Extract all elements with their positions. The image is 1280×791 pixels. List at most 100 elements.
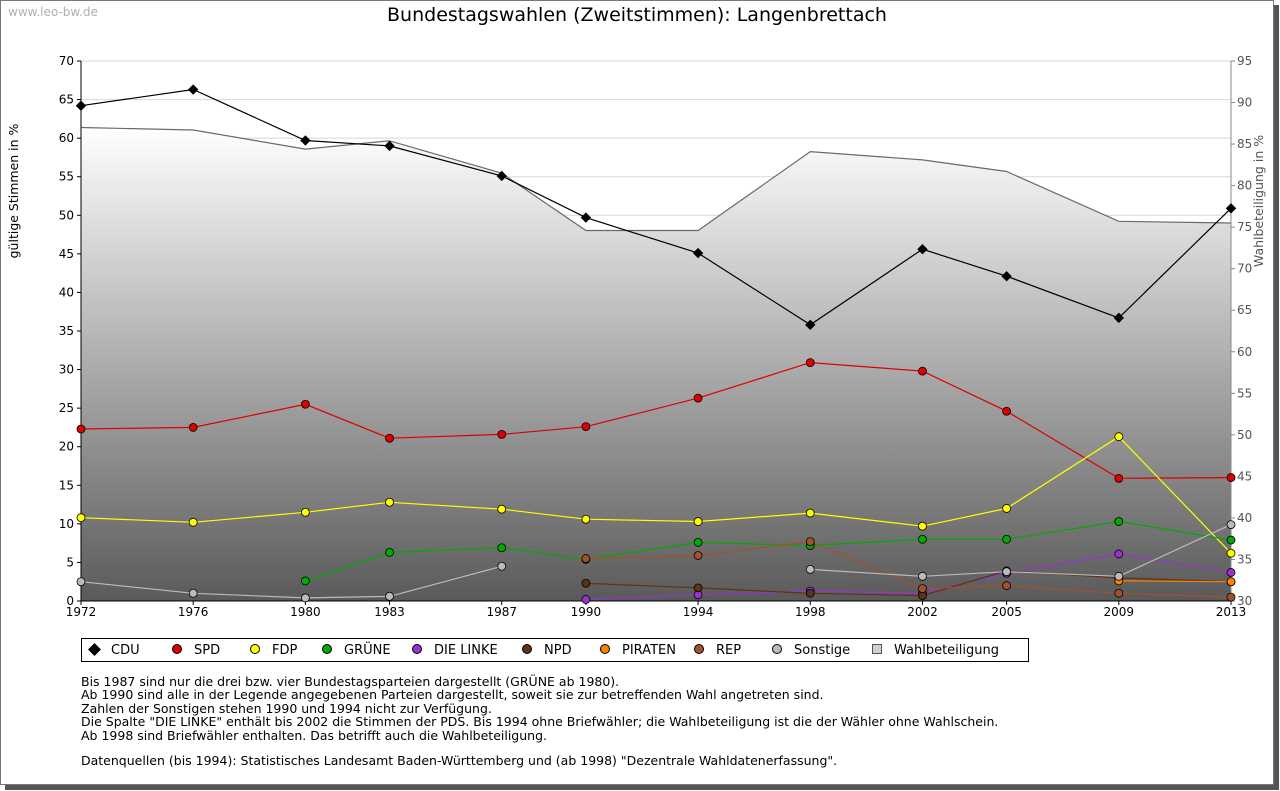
legend-marker — [250, 644, 260, 654]
data-point — [1226, 473, 1236, 482]
legend-item: REP — [694, 643, 741, 658]
notes: Bis 1987 sind nur die drei bzw. vier Bun… — [81, 675, 998, 742]
x-tick-label: 1987 — [486, 605, 517, 619]
data-point — [188, 517, 198, 527]
y-tick-label: 55 — [59, 170, 74, 184]
data-point — [918, 571, 927, 581]
legend-item: Sonstige — [772, 643, 850, 658]
legend-marker — [772, 644, 782, 654]
note-line: Bis 1987 sind nur die drei bzw. vier Bun… — [81, 674, 620, 689]
series-line-cdu — [80, 88, 1232, 326]
x-tick-label: 1980 — [290, 605, 321, 619]
legend-marker — [600, 644, 610, 654]
legend-marker — [412, 644, 422, 654]
y-tick-label: 25 — [59, 401, 74, 415]
data-point — [497, 543, 507, 553]
data-point — [1225, 203, 1237, 214]
data-point — [1226, 520, 1236, 530]
series-line-fdp — [80, 435, 1232, 554]
data-point — [1002, 534, 1012, 544]
legend-marker — [872, 644, 882, 654]
legend-label: NPD — [544, 643, 572, 658]
series-line-spd — [80, 361, 1232, 479]
data-point — [918, 366, 927, 376]
data-point — [1114, 432, 1124, 442]
data-point — [805, 588, 815, 598]
data-point — [385, 548, 394, 557]
y2-tick-label: 40 — [1237, 511, 1252, 525]
data-point — [693, 537, 703, 547]
data-point — [1226, 535, 1236, 545]
data-point — [581, 514, 591, 524]
legend-marker — [88, 643, 101, 656]
data-point — [497, 429, 507, 439]
data-point — [1226, 592, 1236, 602]
data-point — [805, 358, 815, 368]
data-point — [75, 100, 87, 111]
note-line: Die Spalte "DIE LINKE" enthält bis 2002 … — [81, 714, 999, 730]
data-point — [496, 170, 507, 182]
y2-tick-label: 30 — [1237, 594, 1252, 608]
data-point — [805, 537, 815, 546]
legend: CDU SPD FDP GRÜNE DIE LINKE NPD PIRATEN REP Sons… — [81, 638, 1029, 662]
y2-tick-label: 75 — [1237, 220, 1252, 234]
data-point — [300, 576, 310, 586]
y2-tick-label: 45 — [1237, 469, 1252, 483]
x-tick-label: 1983 — [374, 605, 405, 619]
turnout-area — [81, 127, 1231, 601]
data-point — [1001, 271, 1012, 282]
y-tick-label: 60 — [59, 131, 74, 145]
y2-tick-label: 85 — [1237, 137, 1252, 151]
data-point — [693, 551, 703, 560]
x-tick-label: 1990 — [571, 605, 602, 619]
legend-item: DIE LINKE — [412, 643, 498, 658]
data-point — [693, 583, 703, 593]
data-point — [693, 517, 703, 526]
data-point — [1002, 504, 1012, 513]
data-point — [1114, 517, 1124, 526]
legend-label: REP — [716, 643, 742, 658]
data-point — [385, 591, 394, 601]
data-point — [580, 212, 592, 223]
data-point — [1002, 406, 1012, 416]
turnout-line — [80, 126, 1232, 232]
y-tick-label: 40 — [59, 285, 74, 299]
chart-title: Bundestagswahlen (Zweitstimmen): Langenb… — [387, 4, 887, 26]
legend-item: SPD — [172, 643, 220, 658]
watermark: www.leo-bw.de — [8, 5, 98, 19]
legend-label: FDP — [272, 643, 298, 658]
data-point — [1002, 567, 1012, 577]
data-point — [300, 135, 311, 146]
x-tick-label: 2009 — [1104, 605, 1135, 619]
y-axis-label: gültige Stimmen in % — [6, 123, 21, 258]
legend-item: PIRATEN — [600, 643, 676, 658]
data-point — [1226, 568, 1236, 577]
data-point — [918, 534, 927, 544]
chart-svg: 0 5 10 15 20 25 30 35 40 45 50 55 60 65 70 30 35 40 45 50 55… — [6, 54, 1266, 619]
note-line: Zahlen der Sonstigen stehen 1990 und 199… — [81, 700, 492, 716]
data-point — [581, 578, 591, 588]
y2-tick-label: 60 — [1237, 345, 1252, 359]
data-point — [918, 584, 927, 594]
legend-label: Wahlbeteiligung — [894, 643, 1000, 658]
x-tick-label: 1976 — [178, 605, 209, 619]
x-tick-label: 1998 — [795, 605, 826, 619]
y-tick-label: 50 — [59, 208, 74, 222]
y2-tick-label: 95 — [1237, 54, 1252, 68]
y-tick-label: 15 — [59, 478, 74, 492]
y-tick-label: 70 — [59, 54, 74, 68]
data-point — [188, 588, 198, 598]
legend-item: GRÜNE — [322, 643, 391, 658]
data-point — [1113, 312, 1125, 324]
note-line: Ab 1998 sind Briefwähler enthalten. Das … — [81, 727, 547, 743]
data-point — [1226, 548, 1236, 558]
legend-label: DIE LINKE — [434, 643, 498, 658]
y-tick-label: 10 — [59, 517, 74, 531]
data-point — [581, 422, 591, 432]
data-point — [385, 433, 394, 443]
legend-marker — [322, 644, 332, 654]
data-point — [1226, 577, 1236, 587]
legend-item: FDP — [250, 643, 297, 658]
y-tick-label: 0 — [66, 594, 74, 608]
